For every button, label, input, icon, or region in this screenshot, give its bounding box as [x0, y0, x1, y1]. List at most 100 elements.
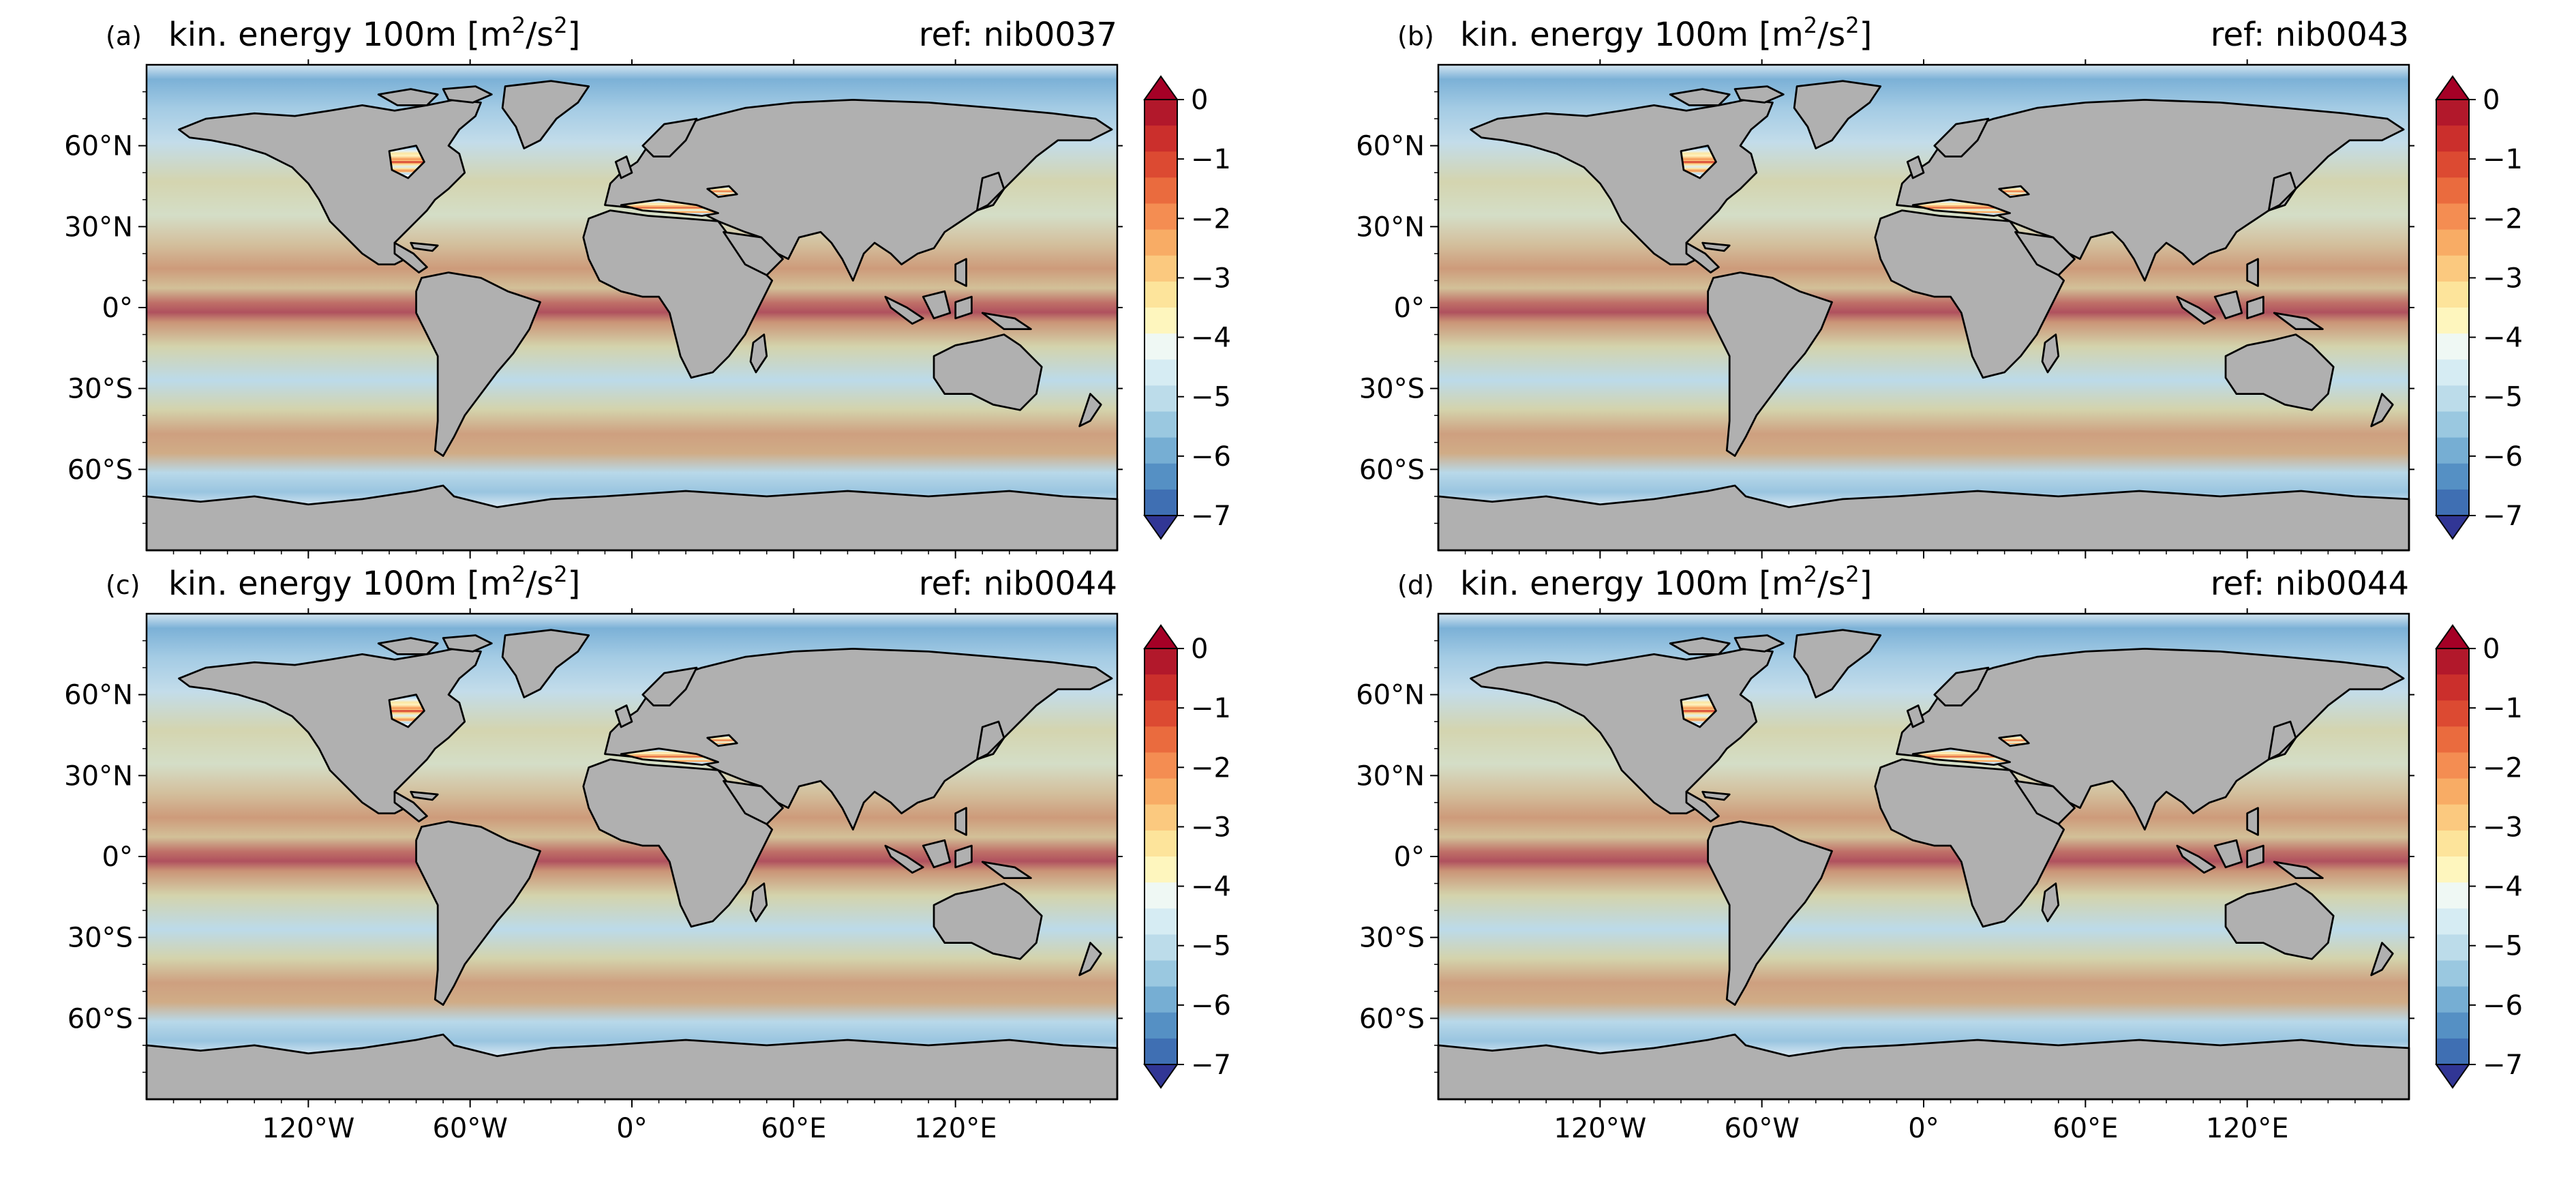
colorbar-tick-label: −4: [1191, 323, 1231, 354]
colorbar-segment: [2436, 463, 2469, 490]
colorbar-tick-label: −7: [2483, 1049, 2523, 1081]
colorbar-segment: [2436, 385, 2469, 413]
map-panel-d: (d) kin. energy 100m [m2/s2] ref: nib0044 6…: [1356, 561, 2523, 1144]
colorbar-segment: [2436, 281, 2469, 308]
lon-tick-label: 120°E: [2206, 1113, 2289, 1144]
colorbar-segment: [2436, 778, 2469, 805]
colorbar: 0 −1 −2 −3 −4 −5 −6 −7: [2435, 624, 2523, 1089]
colorbar-tick-label: 0: [1191, 85, 1208, 116]
lon-tick-label: 0°: [1908, 1113, 1939, 1144]
colorbar-tick-label: −7: [2483, 501, 2523, 532]
colorbar-tick-label: −6: [1191, 990, 1231, 1022]
colorbar-tick-label: −2: [2483, 203, 2523, 235]
colorbar-segment: [1145, 125, 1177, 152]
panel-label: (a): [106, 21, 142, 51]
colorbar-tick-label: −1: [2483, 693, 2523, 724]
colorbar-segment: [1145, 882, 1177, 909]
lon-tick-label: 120°E: [914, 1113, 997, 1144]
colorbar-segment: [1145, 674, 1177, 701]
colorbar-segment: [1145, 100, 1177, 126]
colorbar-segment: [1145, 1038, 1177, 1065]
colorbar-segment: [1145, 752, 1177, 779]
colorbar-segment: [1145, 177, 1177, 205]
lat-tick-label: 0°: [102, 293, 133, 324]
colorbar-segment: [1145, 463, 1177, 490]
lat-tick-label: 0°: [1394, 841, 1425, 873]
lat-tick-label: 60°N: [1356, 680, 1425, 711]
colorbar-segment: [2436, 359, 2469, 386]
colorbar-segment: [1145, 489, 1177, 516]
colorbar-segment: [1145, 778, 1177, 805]
colorbar-tick-label: −2: [1191, 752, 1231, 784]
colorbar: 0 −1 −2 −3 −4 −5 −6 −7: [1143, 75, 1231, 540]
colorbar-under-arrow: [2435, 515, 2470, 540]
map-panel-a: (a) kin. energy 100m [m2/s2] ref: nib0037 6…: [64, 12, 1231, 558]
colorbar-tick-label: 0: [2483, 634, 2500, 665]
colorbar-tick-label: −6: [2483, 990, 2523, 1022]
colorbar-segment: [2436, 830, 2469, 857]
colorbar-segment: [1145, 333, 1177, 360]
lat-tick-label: 0°: [1394, 293, 1425, 324]
colorbar-segment: [2436, 100, 2469, 126]
colorbar-tick-label: −6: [1191, 441, 1231, 473]
lat-tick-label: 30°N: [64, 760, 133, 792]
map-field: 60°N 30°N 0° 30°S 60°S: [64, 59, 1123, 558]
lon-tick-label: 120°W: [1554, 1113, 1646, 1144]
colorbar-segment: [1145, 856, 1177, 883]
colorbar-tick-label: −6: [2483, 441, 2523, 473]
lat-tick-label: 30°N: [1356, 760, 1425, 792]
colorbar-segment: [1145, 203, 1177, 230]
colorbar-tick-label: −4: [1191, 871, 1231, 903]
colorbar-over-arrow: [2435, 624, 2470, 649]
lat-tick-label: 60°N: [64, 131, 133, 162]
colorbar-segment: [1145, 649, 1177, 675]
lon-tick-label: 60°W: [432, 1113, 507, 1144]
colorbar-tick-label: −3: [2483, 811, 2523, 843]
ref-label: ref: nib0043: [2211, 16, 2409, 54]
panel-title: kin. energy 100m [m2/s2]: [168, 561, 580, 603]
colorbar-tick-label: −2: [2483, 752, 2523, 784]
colorbar-tick-label: 0: [1191, 634, 1208, 665]
colorbar-segment: [1145, 359, 1177, 386]
map-panel-b: (b) kin. energy 100m [m2/s2] ref: nib0043 6…: [1356, 12, 2523, 558]
colorbar-segment: [2436, 649, 2469, 675]
colorbar-segment: [1145, 830, 1177, 857]
colorbar-over-arrow: [1143, 75, 1179, 100]
colorbar-segment: [2436, 960, 2469, 987]
colorbar-segment: [2436, 151, 2469, 178]
colorbar-tick-label: −7: [1191, 1049, 1231, 1081]
colorbar-segment: [1145, 308, 1177, 334]
colorbar-segment: [2436, 255, 2469, 282]
colorbar-under-arrow: [2435, 1064, 2470, 1089]
panel-title: kin. energy 100m [m2/s2]: [168, 12, 580, 54]
colorbar-tick-label: −3: [2483, 263, 2523, 294]
lat-tick-label: 60°S: [67, 1003, 133, 1034]
lon-tick-label: 0°: [616, 1113, 647, 1144]
ref-label: ref: nib0044: [919, 565, 1117, 603]
lat-tick-label: 30°N: [1356, 211, 1425, 243]
colorbar-tick-label: −1: [1191, 144, 1231, 175]
colorbar-tick-label: −3: [1191, 811, 1231, 843]
colorbar-tick-label: −4: [2483, 871, 2523, 903]
lat-tick-label: 60°N: [1356, 131, 1425, 162]
colorbar-tick-label: −4: [2483, 323, 2523, 354]
colorbar-segment: [2436, 674, 2469, 701]
panel-title: kin. energy 100m [m2/s2]: [1460, 12, 1872, 54]
colorbar-segment: [1145, 385, 1177, 413]
lat-tick-label: 0°: [102, 841, 133, 873]
map-field: 60°N 30°N 0° 30°S 60°S: [1356, 59, 2414, 558]
colorbar-tick-label: −5: [2483, 382, 2523, 413]
colorbar-segment: [2436, 856, 2469, 883]
colorbar-segment: [1145, 700, 1177, 727]
panels: (a) kin. energy 100m [m2/s2] ref: nib0037 6…: [64, 12, 2523, 1144]
colorbar-segment: [1145, 281, 1177, 308]
lat-tick-label: 30°S: [67, 923, 133, 954]
colorbar-segment: [1145, 229, 1177, 256]
colorbar-segment: [2436, 229, 2469, 256]
lat-tick-label: 30°S: [1359, 923, 1425, 954]
colorbar: 0 −1 −2 −3 −4 −5 −6 −7: [2435, 75, 2523, 540]
colorbar: 0 −1 −2 −3 −4 −5 −6 −7: [1143, 624, 1231, 1089]
colorbar-segment: [2436, 1012, 2469, 1039]
colorbar-tick-label: −1: [2483, 144, 2523, 175]
